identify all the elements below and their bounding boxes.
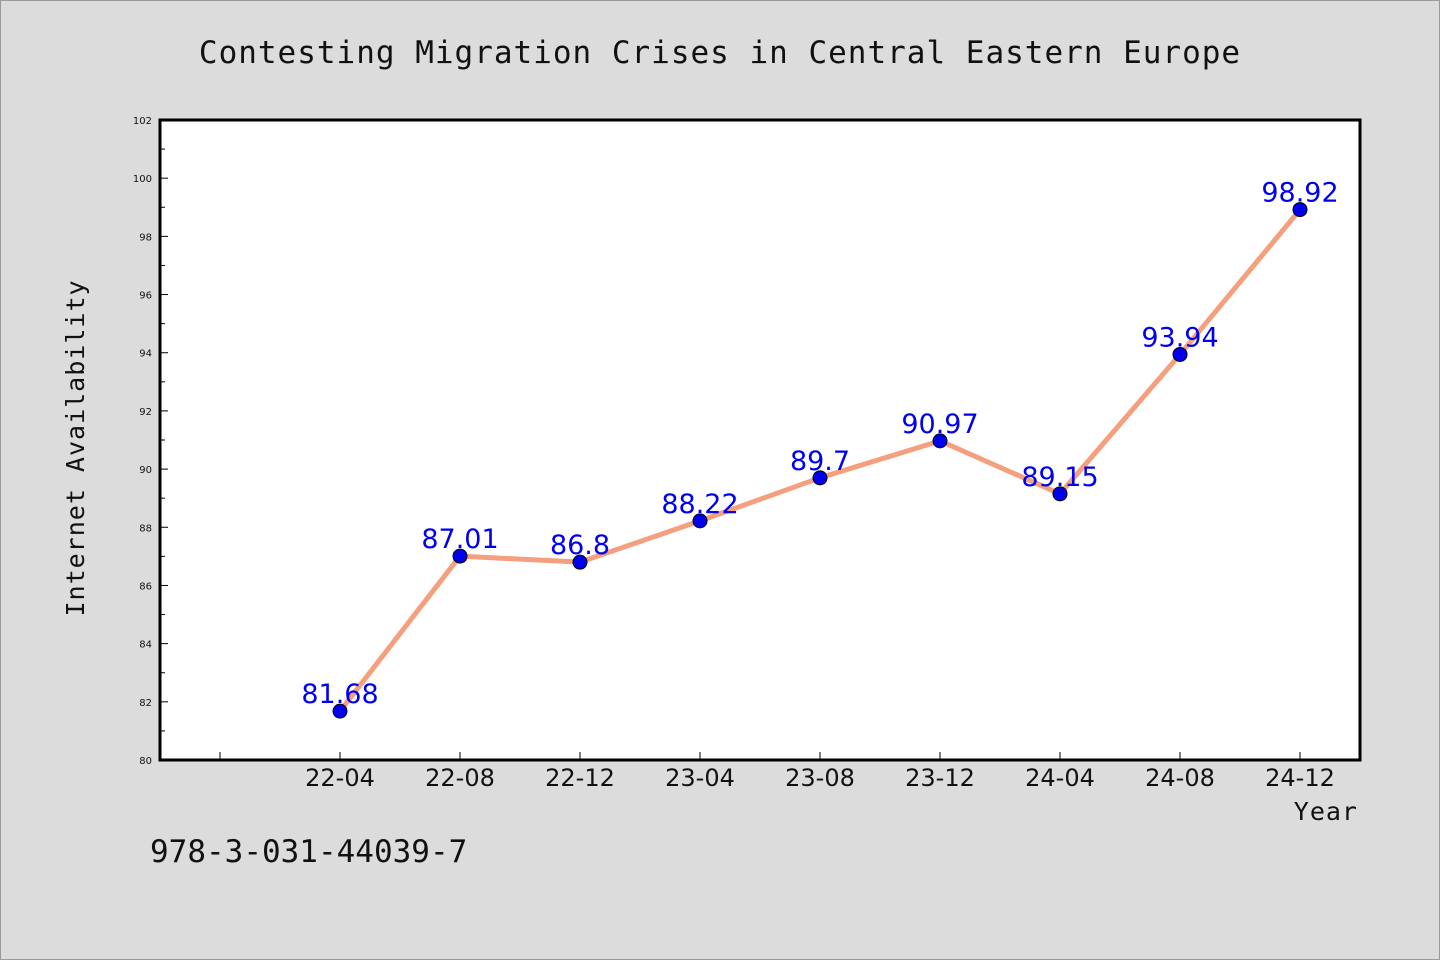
x-tick-label: 24-04	[1025, 764, 1095, 792]
x-tick-label: 24-12	[1265, 764, 1335, 792]
data-point-label: 87.01	[421, 524, 498, 555]
x-tick-label: 24-08	[1145, 764, 1215, 792]
data-point-label: 81.68	[301, 679, 378, 710]
y-tick-label: 98	[139, 232, 152, 243]
x-axis: 22-04 22-08 22-12 23-04 23-08 23-12 24-04 24-08…	[219, 752, 1335, 792]
chart-title: Contesting Migration Crises in Central E…	[199, 35, 1241, 71]
x-tick-label: 22-08	[425, 764, 495, 792]
y-tick-label: 88	[139, 523, 152, 534]
data-point-label: 93.94	[1141, 322, 1218, 353]
y-axis: 80 82 84 86 88 90 92 94 96 98 100 102	[133, 116, 168, 767]
y-tick-label: 92	[139, 407, 152, 418]
y-tick-label: 82	[139, 698, 152, 709]
y-tick-label: 94	[139, 349, 152, 360]
series-internet-availability: 81.68 87.01 86.8 88.22 89.7 90.97 89.15 93.94 98…	[301, 178, 1339, 719]
data-point-label: 89.7	[790, 446, 850, 477]
y-tick-label: 80	[139, 756, 152, 767]
y-axis-title: Internet Availability	[61, 279, 90, 616]
y-tick-label: 90	[139, 465, 152, 476]
data-point-marker	[1172, 346, 1188, 362]
data-point-label: 86.8	[550, 530, 610, 561]
data-point-marker	[932, 433, 948, 449]
y-tick-label: 96	[139, 291, 152, 302]
data-point-marker	[1052, 486, 1068, 502]
data-point-label: 98.92	[1261, 178, 1338, 209]
data-point-marker	[572, 554, 588, 570]
x-tick-label: 23-08	[785, 764, 855, 792]
x-tick-label: 23-04	[665, 764, 735, 792]
data-point-label: 88.22	[661, 489, 738, 520]
x-tick-label: 22-04	[305, 764, 375, 792]
data-point-marker	[812, 470, 828, 486]
data-point-label: 90.97	[901, 409, 978, 440]
data-point-marker	[332, 703, 348, 719]
y-tick-label: 102	[133, 116, 152, 127]
data-point-marker	[692, 513, 708, 529]
y-tick-label: 84	[139, 640, 152, 651]
plot-area	[158, 118, 1362, 762]
x-axis-title: Year	[1294, 797, 1358, 826]
y-tick-label: 100	[133, 174, 152, 185]
data-point-marker	[452, 548, 468, 564]
footnote-isbn: 978-3-031-44039-7	[150, 834, 468, 870]
data-point-label: 89.15	[1021, 462, 1098, 493]
data-point-marker	[1292, 202, 1308, 218]
x-tick-label: 23-12	[905, 764, 975, 792]
x-tick-label: 22-12	[545, 764, 615, 792]
y-tick-label: 86	[139, 581, 152, 592]
